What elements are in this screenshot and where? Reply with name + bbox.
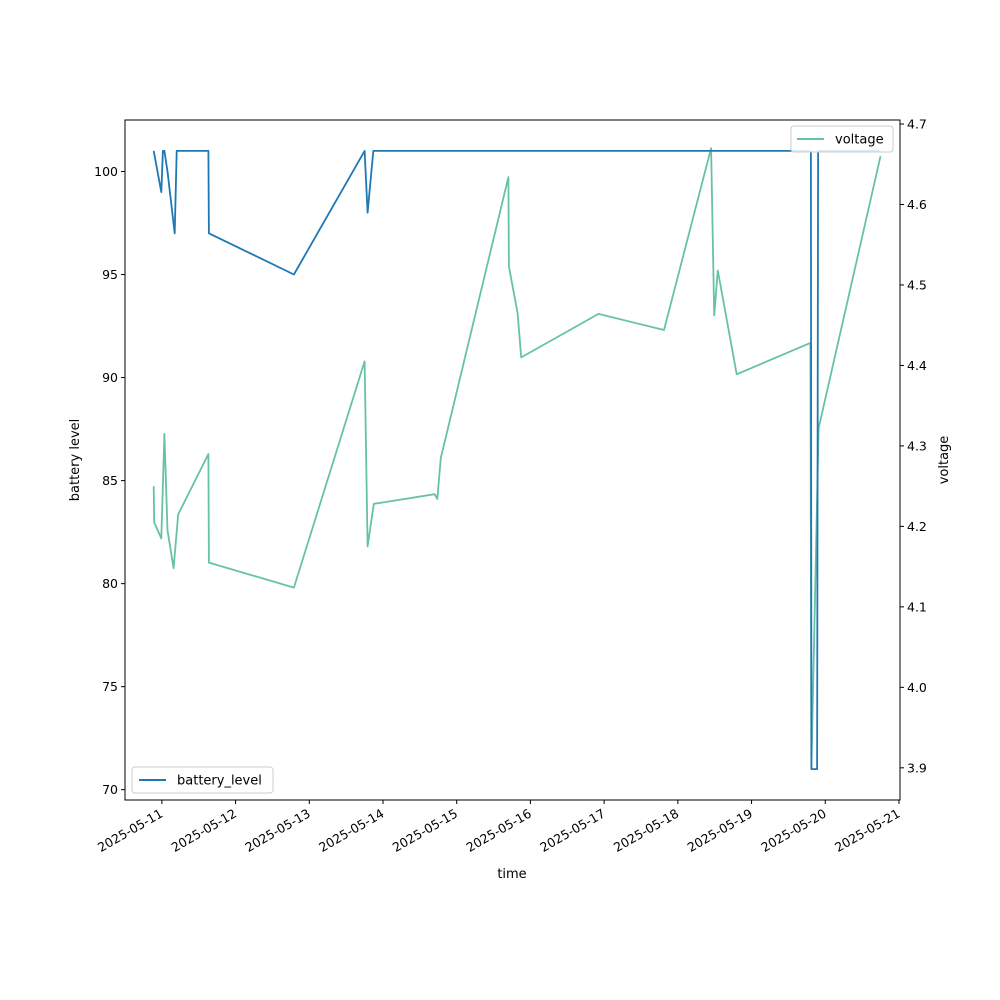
legend-battery-level: battery_level [131,766,274,794]
y2-tick-label-7: 4.6 [907,197,927,212]
y-tick-label-3: 85 [102,473,118,488]
x-axis-label: time [497,867,526,882]
y-tick-label-4: 90 [102,370,118,385]
y-axis-label: battery level [68,419,83,502]
y2-tick-label-4: 4.3 [907,438,927,453]
y2-tick-label-1: 4.0 [907,680,927,695]
y2-tick-label-6: 4.5 [907,277,927,292]
y2-tick-label-8: 4.7 [907,117,927,132]
y2-axis-label: voltage [937,436,952,485]
series-line-voltage [152,147,882,769]
legend-voltage-box [790,125,894,153]
legend-battery-level-label: battery_level [177,774,262,789]
y2-tick-label-3: 4.2 [907,519,927,534]
legend-voltage: voltage [790,125,894,153]
plot-frame [124,119,901,801]
y-tick-label-1: 75 [102,679,118,694]
series-line-battery-level [152,149,881,770]
legend-battery-level-box [131,766,274,794]
y-tick-label-6: 100 [94,164,118,179]
y2-tick-label-0: 3.9 [907,760,927,775]
legend-voltage-label: voltage [835,133,884,148]
y-tick-label-5: 95 [102,267,118,282]
y-tick-label-0: 70 [102,782,118,797]
y2-tick-label-2: 4.1 [907,599,927,614]
y-tick-label-2: 80 [102,576,118,591]
series-layer [152,147,882,770]
y2-tick-label-5: 4.4 [907,358,927,373]
